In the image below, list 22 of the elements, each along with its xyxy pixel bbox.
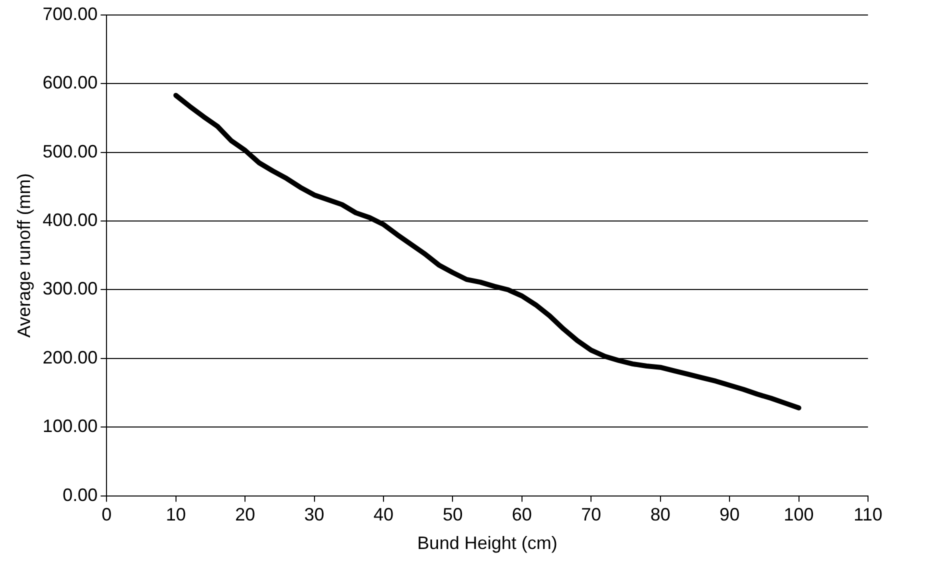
x-tick-label: 10 [166,504,186,525]
x-tick-label: 100 [784,504,814,525]
x-tick-label: 70 [581,504,602,525]
y-tick-label: 100.00 [42,416,98,436]
x-tick-label: 50 [442,504,463,525]
x-tick-label: 30 [304,504,324,525]
x-tick-label: 60 [512,504,532,525]
x-tick-label: 80 [650,504,670,525]
x-tick-label: 40 [373,504,394,525]
x-axis-title: Bund Height (cm) [417,533,558,554]
y-tick-label: 200.00 [42,347,98,368]
y-axis-title: Average runoff (mm) [14,173,34,338]
y-tick-label: 0.00 [62,484,98,505]
x-tick-label: 20 [235,504,256,525]
y-tick-label: 600.00 [42,72,98,93]
x-tick-label: 0 [102,504,112,525]
y-tick-label: 700.00 [42,4,98,24]
y-tick-label: 400.00 [42,210,98,230]
x-tick-label: 90 [720,504,740,525]
x-tick-label: 110 [854,504,882,525]
y-tick-label: 300.00 [42,278,98,299]
y-tick-label: 500.00 [42,141,98,162]
